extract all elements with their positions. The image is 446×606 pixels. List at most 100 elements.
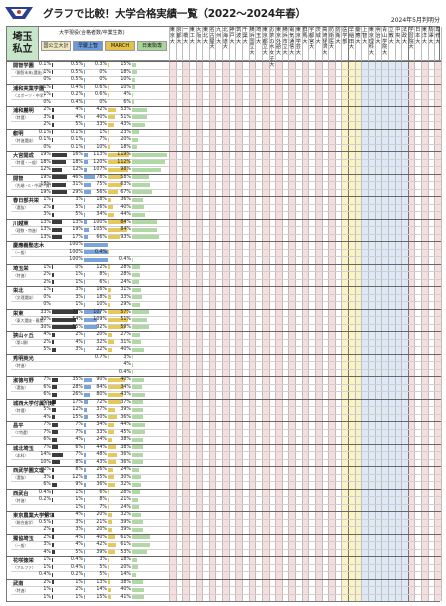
rate-value: 34%	[120, 384, 131, 390]
rate-value: 5%	[75, 549, 83, 555]
rate-value: 17%	[72, 399, 83, 405]
rate-bar	[108, 235, 121, 240]
school-separator	[7, 398, 441, 400]
rate-bar	[84, 310, 101, 315]
rate-bar	[132, 587, 144, 592]
univ-header-39: 駒澤大	[428, 27, 434, 45]
rate-bar	[52, 137, 53, 142]
rate-bar	[132, 302, 141, 307]
rate-bar	[132, 175, 149, 180]
column-divider	[268, 27, 270, 601]
rate-bar	[132, 227, 157, 232]
rate-value: 4%	[75, 542, 83, 547]
rate-value: 38%	[120, 437, 131, 442]
rate-value: 7%	[43, 422, 51, 427]
univ-header-29: 上智大	[362, 27, 368, 45]
univ-header-22: 茨城大	[315, 27, 321, 45]
rate-bar	[132, 400, 143, 405]
rate-bar	[52, 430, 58, 435]
rate-bar	[108, 145, 110, 150]
univ-header-2: 一橋大	[182, 27, 189, 45]
rate-value: 8%	[75, 459, 83, 465]
rate-bar	[84, 227, 89, 232]
rate-bar	[108, 460, 116, 465]
rate-bar	[52, 325, 76, 330]
rate-value	[31, 249, 51, 257]
rate-bar	[84, 452, 86, 457]
rate-bar	[84, 542, 85, 547]
row-divider	[11, 211, 441, 212]
rate-value	[31, 354, 51, 362]
university-header-row: 東京大 京都大 一橋大 東工大 大阪大 東北大 名古屋大 九州大 北海道大 神戸大 筑波大 千葉大 横浜…	[169, 27, 441, 68]
rate-bar	[108, 572, 109, 577]
rate-bar	[108, 445, 117, 450]
rate-value: 2%	[43, 107, 51, 112]
rate-bar	[132, 182, 151, 187]
rate-value: 10%	[96, 302, 107, 307]
rate-value: 4%	[75, 107, 83, 112]
rate-bar	[84, 482, 87, 487]
rate-bar	[132, 70, 138, 75]
school-name: 春日部共栄	[13, 198, 39, 204]
rate-value: 2%	[43, 279, 51, 285]
rate-value: 24%	[120, 467, 131, 472]
column-divider	[295, 27, 297, 601]
rate-bar	[132, 497, 139, 502]
rate-value: 0.4%	[118, 369, 131, 375]
rate-bar	[108, 407, 115, 412]
univ-header-21: 宇都宮大	[309, 27, 315, 51]
rate-value: 2%	[43, 339, 51, 345]
rate-value: 0.1%	[70, 144, 83, 150]
rate-bar	[52, 340, 54, 345]
rate-value	[31, 504, 51, 512]
rate-value: 43%	[96, 459, 107, 465]
rate-value: 113%	[93, 152, 107, 157]
rate-bar	[84, 280, 85, 285]
row-divider	[11, 166, 441, 167]
rate-value: 70%	[72, 309, 83, 315]
column-divider	[255, 27, 257, 601]
rate-bar	[84, 407, 87, 412]
rate-bar	[132, 220, 157, 225]
rate-bar	[108, 340, 114, 345]
rate-value: 40%	[120, 204, 131, 210]
school-course: （特進）	[13, 272, 29, 278]
rate-bar	[84, 317, 97, 322]
rate-bar	[108, 130, 109, 135]
rate-value: 1%	[43, 92, 51, 97]
rate-value: 42%	[96, 107, 107, 112]
rate-bar	[108, 212, 115, 217]
rate-value: 9%	[75, 482, 83, 487]
rate-value: 5%	[43, 399, 51, 405]
rate-value: 34%	[96, 422, 107, 427]
rate-bar	[108, 490, 110, 495]
rate-value: 12%	[72, 407, 83, 412]
rate-value: 7%	[43, 444, 51, 450]
column-divider	[169, 27, 170, 601]
rate-value: 3%	[43, 212, 51, 217]
rate-value: 36%	[120, 452, 131, 457]
rate-bar	[52, 415, 56, 420]
rate-value: 20%	[96, 512, 107, 517]
rate-value: 3%	[43, 114, 51, 120]
rate-value: 48%	[96, 452, 107, 457]
row-divider	[11, 451, 441, 452]
rate-bar	[132, 362, 134, 367]
rate-value: 5%	[75, 204, 83, 210]
row-divider	[11, 278, 441, 280]
univ-header-15: お茶の水女子大	[269, 27, 275, 68]
rate-value: 1%	[75, 594, 83, 600]
rate-value: 1%	[75, 497, 83, 502]
rate-value: 36%	[96, 482, 107, 487]
rate-value: 5%	[43, 407, 51, 412]
rate-bar	[132, 512, 142, 517]
rate-bar	[132, 190, 152, 195]
school-course: （特進）	[13, 362, 29, 368]
rate-bar	[132, 490, 141, 495]
rate-bar	[108, 505, 110, 510]
univ-header-12: 横浜国立大	[249, 27, 255, 57]
rate-value: 13%	[40, 234, 51, 240]
rate-value: 40%	[120, 587, 131, 592]
rate-bar	[108, 520, 112, 525]
column-divider	[215, 27, 217, 601]
